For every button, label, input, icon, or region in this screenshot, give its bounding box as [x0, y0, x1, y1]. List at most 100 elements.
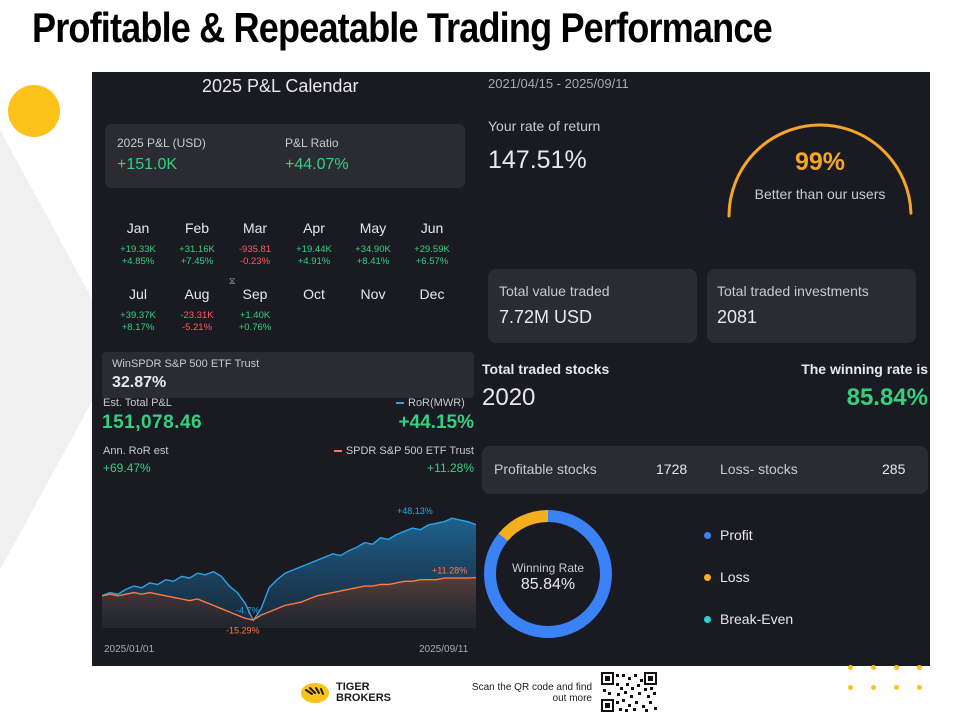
est-pl-label: Est. Total P&L	[103, 397, 172, 409]
ror-chart: +48.13% +11.28% -4.7% -15.29%	[102, 506, 476, 635]
donut-center-label: Winning Rate	[511, 561, 585, 575]
month-amount: +31.16K	[179, 244, 215, 255]
month-amount: +19.33K	[120, 244, 156, 255]
month-name: Jun	[420, 220, 444, 236]
est-pl-value: 151,078.46	[102, 412, 203, 433]
qr-caption-line2: out more	[552, 693, 592, 704]
month-name: Feb	[184, 220, 210, 236]
month-amount: +29.59K	[414, 244, 450, 255]
spdr-label: SPDR S&P 500 ETF Trust	[345, 445, 474, 457]
percentile-label: Better than our users	[754, 186, 886, 202]
value-traded-card: Total value traded 7.72M USD	[488, 269, 697, 343]
traded-stocks-value: 2020	[482, 384, 536, 411]
spdr-legend-swatch	[333, 450, 342, 452]
return-label: Your rate of return	[488, 118, 601, 134]
qr-caption: Scan the QR code and find out more	[440, 682, 592, 704]
pl-value: +151.0K	[117, 156, 178, 173]
month-percent: +0.76%	[238, 322, 272, 333]
legend-loss-dot	[704, 573, 711, 581]
legend-profit-dot	[704, 531, 711, 539]
month-name: Sep	[242, 286, 268, 302]
month-name: Nov	[360, 286, 386, 302]
legend-profit-label: Profit	[720, 527, 753, 543]
loss-value: 285	[882, 461, 906, 477]
percentile-gauge	[727, 123, 913, 218]
chart-start-date: 2025/01/01	[104, 644, 155, 655]
gauge-arc	[727, 123, 913, 218]
ann-ror-value: +69.47%	[103, 461, 151, 475]
month-name: Oct	[303, 286, 325, 302]
month-cell-oct[interactable]: Oct	[285, 286, 343, 310]
loss-label: Loss- stocks	[720, 461, 798, 477]
legend-break-even-label: Break-Even	[720, 611, 794, 627]
month-cell-may[interactable]: May +34.90K +8.41%	[344, 220, 402, 268]
series-line-0	[102, 517, 476, 622]
brand-line2: BROKERS	[336, 692, 392, 704]
ror-label: RoR(MWR)	[408, 397, 465, 409]
brand-line1: TIGER	[336, 681, 370, 693]
month-name: Jan	[126, 220, 150, 236]
traded-investments-card: Total traded investments 2081	[707, 269, 916, 343]
ratio-label: P&L Ratio	[285, 136, 339, 150]
month-amount: +39.37K	[120, 310, 156, 321]
month-cell-mar[interactable]: Mar -935.81 -0.23%	[226, 220, 284, 268]
month-name: May	[359, 220, 387, 236]
spdr-value: +11.28%	[427, 461, 474, 475]
month-cell-apr[interactable]: Apr +19.44K +4.91%	[285, 220, 343, 268]
decorative-yellow-circle	[8, 85, 60, 137]
qr-caption-line1: Scan the QR code and find	[471, 682, 592, 693]
tiger-brokers-logo: TIGER BROKERS	[300, 682, 391, 704]
deco-dot	[848, 665, 853, 670]
month-amount: +1.40K	[239, 310, 271, 321]
winning-rate-label: The winning rate is	[801, 361, 928, 377]
month-percent: +7.45%	[180, 256, 214, 267]
performance-panel: 2025 P&L Calendar 2025 P&L (USD) +151.0K…	[92, 72, 930, 666]
qr-code[interactable]	[600, 671, 658, 713]
month-name: Apr	[303, 220, 325, 236]
month-percent: -5.21%	[181, 322, 213, 333]
deco-dot	[917, 665, 922, 670]
month-name: Aug	[184, 286, 210, 302]
ratio-value: +44.07%	[285, 156, 349, 173]
spdr-legend: SPDR S&P 500 ETF Trust	[333, 445, 474, 457]
month-cell-aug[interactable]: Aug -23.31K -5.21%	[168, 286, 226, 334]
return-value: 147.51%	[488, 146, 587, 174]
month-cell-jul[interactable]: Jul +39.37K +8.17%	[109, 286, 167, 334]
month-cell-sep[interactable]: Sep +1.40K +0.76%	[226, 286, 284, 334]
month-percent: +4.85%	[121, 256, 155, 267]
deco-dot	[871, 665, 876, 670]
month-amount: -935.81	[238, 244, 272, 255]
legend-profit: Profit	[704, 527, 753, 543]
pl-summary-card: 2025 P&L (USD) +151.0K P&L Ratio +44.07%	[105, 124, 465, 188]
donut-center-value: 85.84%	[520, 576, 576, 593]
legend-loss-label: Loss	[720, 569, 750, 585]
series-line-1	[102, 576, 476, 621]
month-cell-feb[interactable]: Feb +31.16K +7.45%	[168, 220, 226, 268]
ror-legend: RoR(MWR)	[396, 397, 465, 409]
stocks-breakdown-card: Profitable stocks 1728 Loss- stocks 285	[482, 446, 928, 494]
month-cell-dec[interactable]: Dec	[403, 286, 461, 310]
profitable-value: 1728	[656, 461, 688, 477]
deco-dot	[894, 685, 899, 690]
deco-dot	[871, 685, 876, 690]
ann-ror-label: Ann. RoR est	[103, 445, 169, 457]
month-cell-jun[interactable]: Jun +29.59K +6.57%	[403, 220, 461, 268]
decorative-dot-grid	[840, 660, 930, 700]
month-cell-jan[interactable]: Jan +19.33K +4.85%	[109, 220, 167, 268]
winning-rate-donut	[484, 510, 612, 638]
profitable-label: Profitable stocks	[494, 461, 597, 477]
chart-annotation: -4.7%	[236, 605, 260, 615]
chart-annotation: +48.13%	[397, 506, 433, 516]
month-percent: +6.57%	[415, 256, 449, 267]
traded-stocks-label: Total traded stocks	[482, 361, 610, 377]
month-name: Dec	[419, 286, 445, 302]
etf-value: 32.87%	[112, 374, 167, 391]
investments-value: 2081	[717, 307, 758, 327]
deco-dot	[894, 665, 899, 670]
hourglass-icon: ⧖	[229, 276, 236, 286]
chart-end-date: 2025/09/11	[419, 644, 469, 655]
month-percent: +8.17%	[121, 322, 155, 333]
value-traded-value: 7.72M USD	[499, 307, 593, 327]
month-cell-nov[interactable]: Nov	[344, 286, 402, 310]
tiger-logo-icon	[301, 683, 329, 703]
